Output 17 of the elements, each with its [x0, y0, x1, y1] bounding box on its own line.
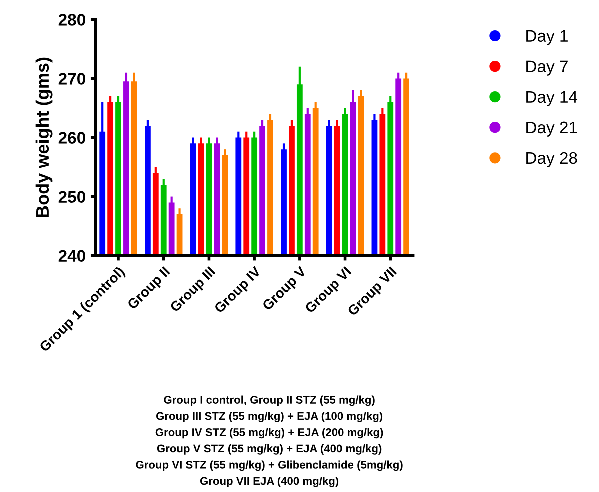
- text: Group III STZ (55 mg/kg) + EJA (100 mg/kg): [156, 412, 383, 422]
- text: Group IV STZ (55 mg/kg) + EJA (200 mg/kg): [156, 428, 384, 439]
- y-tick-label: 260: [58, 132, 86, 144]
- y-tick-label: 270: [58, 73, 86, 85]
- legend-label: Day 14: [526, 91, 578, 106]
- y-tick-label: 250: [58, 191, 86, 204]
- legend-label: Day 28: [526, 152, 578, 168]
- y-axis-title: Body weight (gms): [36, 58, 53, 218]
- y-tick-label: 280: [58, 14, 86, 26]
- legend-label: Day 21: [526, 122, 578, 137]
- text: Group VII EJA (400 mg/kg): [200, 476, 339, 488]
- text: Group I control, Group II STZ (55 mg/kg): [164, 396, 375, 406]
- legend-label: Day 1: [526, 30, 568, 46]
- text: Group V STZ (55 mg/kg) + EJA (400 mg/kg): [157, 444, 382, 455]
- legend-label: Day 7: [526, 60, 568, 76]
- y-tick-label: 240: [58, 250, 86, 262]
- text: Group VI STZ (55 mg/kg) + Glibenclamide (5mg/kg): [136, 460, 403, 472]
